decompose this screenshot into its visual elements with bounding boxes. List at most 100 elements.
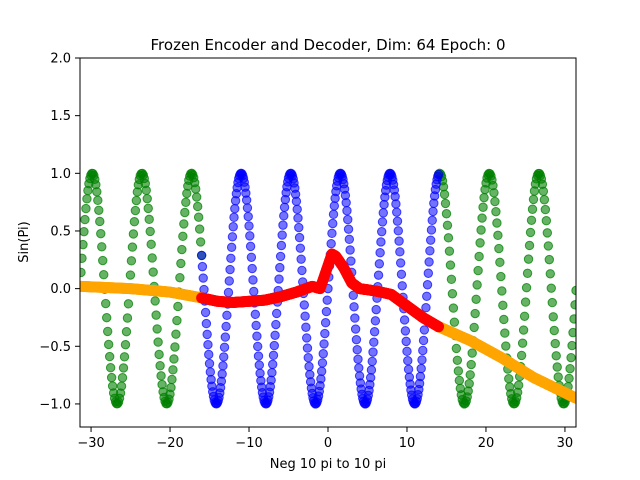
- blue-point: [391, 199, 401, 209]
- green-point: [80, 214, 90, 225]
- green-point: [92, 187, 102, 197]
- blue-point: [243, 211, 253, 222]
- green-point: [97, 242, 107, 252]
- blue-point: [317, 358, 328, 368]
- green-point: [147, 253, 157, 263]
- green-point: [80, 226, 89, 237]
- y-axis: −1.0 −0.5 0.0 0.5 1.0 1.5 2.0: [39, 52, 80, 412]
- blue-point: [374, 259, 385, 269]
- green-point: [516, 350, 527, 361]
- green-point: [119, 352, 130, 362]
- green-point: [496, 271, 506, 282]
- blue-point: [394, 236, 404, 246]
- blue-point: [427, 215, 437, 226]
- green-point: [527, 204, 538, 214]
- blue-point: [418, 345, 428, 356]
- blue-point: [296, 254, 306, 264]
- blue-point: [244, 221, 254, 231]
- green-point: [96, 229, 106, 239]
- blue-point: [392, 216, 403, 226]
- green-point: [98, 255, 108, 266]
- blue-point: [392, 207, 402, 217]
- green-point: [550, 338, 560, 349]
- blue-point: [342, 206, 352, 216]
- blue-point: [299, 300, 310, 310]
- blue-point: [294, 222, 304, 233]
- blue-point: [304, 361, 314, 372]
- blue-point: [253, 351, 264, 361]
- blue-point: [425, 246, 435, 256]
- green-point: [465, 370, 475, 380]
- blue-point: [251, 320, 261, 331]
- green-point: [126, 256, 137, 266]
- green-point: [148, 267, 158, 277]
- green-point: [467, 348, 477, 358]
- blue-point: [343, 214, 353, 225]
- blue-point: [376, 237, 386, 247]
- green-point: [82, 194, 92, 204]
- green-point: [153, 337, 163, 347]
- blue-point: [320, 318, 331, 328]
- blue-point: [399, 315, 410, 325]
- green-point: [195, 237, 206, 247]
- green-point: [178, 231, 188, 242]
- blue-point: [301, 333, 312, 343]
- green-point: [494, 243, 504, 254]
- blue-point: [354, 363, 364, 373]
- x-tick-label: 20: [478, 436, 495, 451]
- green-point: [472, 280, 482, 290]
- green-point: [193, 212, 204, 222]
- green-point: [478, 202, 488, 212]
- green-point: [495, 257, 505, 268]
- green-point: [528, 194, 539, 205]
- green-point: [142, 193, 152, 204]
- green-point: [440, 198, 451, 209]
- green-point: [152, 324, 162, 334]
- blue-point: [416, 363, 426, 374]
- y-tick-label: 1.5: [50, 109, 71, 124]
- green-point: [444, 246, 455, 256]
- green-point: [449, 317, 460, 327]
- green-point: [441, 209, 452, 219]
- blue-point: [377, 217, 388, 227]
- green-point: [443, 233, 454, 243]
- green-point: [442, 220, 453, 231]
- blue-point: [400, 326, 411, 336]
- green-point: [151, 310, 161, 320]
- green-point: [543, 241, 554, 251]
- blue-point: [417, 355, 427, 365]
- blue-point: [368, 347, 378, 357]
- blue-point: [271, 308, 282, 319]
- green-point: [497, 286, 507, 296]
- blue-point: [378, 208, 388, 218]
- blue-point: [395, 247, 405, 257]
- green-point: [154, 349, 164, 360]
- y-tick-label: −0.5: [39, 340, 71, 355]
- green-point: [170, 342, 180, 352]
- blue-point: [341, 197, 351, 208]
- green-point: [102, 312, 112, 323]
- blue-point: [202, 329, 212, 340]
- green-point: [171, 329, 181, 339]
- blue-point: [301, 322, 311, 332]
- green-point: [469, 322, 479, 333]
- green-point: [155, 361, 165, 371]
- x-tick-label: −30: [77, 436, 104, 451]
- green-point: [519, 311, 530, 321]
- green-point: [448, 303, 459, 313]
- green-point: [470, 308, 480, 319]
- green-point: [116, 381, 127, 391]
- blue-point: [271, 319, 281, 330]
- y-tick-label: 1.0: [50, 167, 71, 182]
- blue-point: [328, 218, 338, 229]
- blue-point: [268, 359, 278, 370]
- blue-point: [278, 220, 288, 230]
- green-point: [517, 338, 528, 348]
- green-point: [191, 184, 201, 194]
- green-point: [166, 382, 176, 393]
- green-point: [451, 343, 462, 354]
- blue-point: [226, 253, 236, 263]
- blue-point: [224, 276, 234, 286]
- blue-point: [375, 248, 385, 258]
- blue-point: [302, 343, 313, 353]
